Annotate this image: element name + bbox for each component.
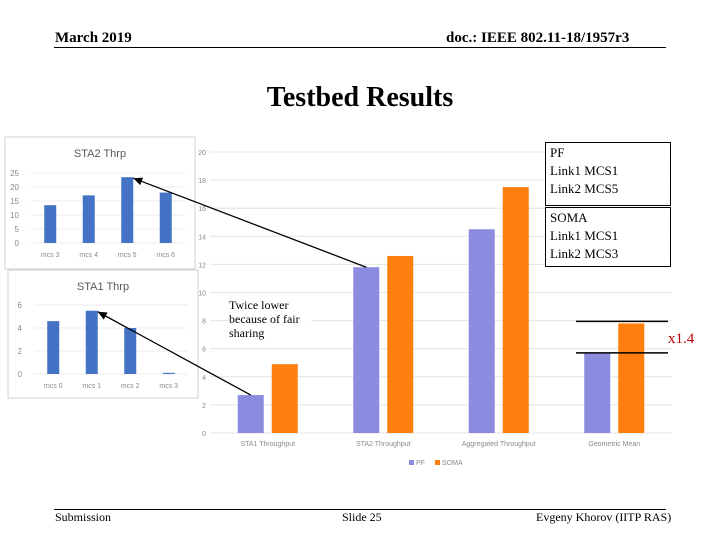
- thumb-bar-sta2: [159, 192, 172, 243]
- pf-line-2: Link1 MCS1: [550, 163, 619, 178]
- thumb-x-tick-sta1: mcs 0: [44, 383, 63, 390]
- thumb-x-tick-sta1: mcs 3: [159, 383, 178, 390]
- thumb-x-tick-sta2: mcs 4: [79, 252, 98, 259]
- header-doc-id: doc.: IEEE 802.11-18/1957r3: [446, 30, 630, 46]
- thumb-y-tick-sta1: 6: [18, 301, 23, 310]
- main-y-tick-label: 2: [202, 403, 206, 410]
- footer-slide-number: Slide 25: [342, 510, 382, 524]
- ratio-label: x1.4: [668, 331, 695, 347]
- thumb-bar-sta1: [162, 372, 175, 374]
- thumb-title-sta1: STA1 Thrp: [77, 281, 129, 293]
- arrow-sta2-shaft: [133, 177, 367, 268]
- thumb-x-tick-sta2: mcs 3: [41, 252, 60, 259]
- thumb-bar-sta2: [44, 205, 57, 243]
- soma-line-2: Link1 MCS1: [550, 228, 619, 243]
- main-y-tick-label: 20: [198, 150, 206, 157]
- thumb-bar-sta1: [85, 310, 98, 374]
- main-y-tick-label: 0: [202, 431, 206, 438]
- main-x-tick-label: STA1 Throughput: [240, 441, 295, 448]
- thumb-frame-sta1: [7, 269, 199, 399]
- thumb-y-tick-sta2: 15: [10, 197, 19, 206]
- main-y-tick-label: 16: [198, 206, 206, 213]
- thumb-x-tick-sta2: mcs 6: [156, 252, 175, 259]
- main-bar-pf: [237, 395, 264, 433]
- main-bar-soma: [387, 255, 414, 433]
- main-bar-pf: [584, 352, 611, 433]
- arrow-sta1-shaft: [97, 311, 252, 396]
- thumb-y-tick-sta1: 4: [18, 324, 23, 333]
- slide-title: Testbed Results: [266, 82, 454, 113]
- pf-config-box: PF Link1 MCS1 Link2 MCS5: [545, 142, 671, 206]
- thumb-bar-sta2: [121, 177, 134, 243]
- main-bar-soma: [618, 323, 645, 433]
- legend-label-soma: SOMA: [442, 460, 463, 467]
- main-y-tick-label: 6: [202, 347, 206, 354]
- main-bar-soma: [271, 364, 298, 433]
- soma-line-1: SOMA: [550, 210, 588, 225]
- footer-rule: [54, 509, 666, 510]
- thumb-y-tick-sta2: 20: [10, 183, 19, 192]
- main-x-tick-label: Aggregated Throughput: [462, 441, 536, 448]
- pf-line-1: PF: [550, 145, 565, 160]
- thumb-x-tick-sta1: mcs 1: [82, 383, 101, 390]
- main-y-tick-label: 4: [202, 375, 206, 382]
- thumb-bar-sta2: [82, 195, 95, 243]
- main-x-tick-label: Geometric Mean: [588, 441, 640, 448]
- legend-label-pf: PF: [416, 460, 425, 467]
- thumb-x-tick-sta2: mcs 5: [118, 252, 137, 259]
- soma-line-3: Link2 MCS3: [550, 246, 619, 261]
- footer-submission: Submission: [55, 510, 112, 524]
- header-rule: [54, 47, 666, 48]
- thumb-x-tick-sta1: mcs 2: [121, 383, 140, 390]
- main-y-tick-label: 14: [198, 234, 206, 241]
- thumb-y-tick-sta2: 10: [10, 211, 19, 220]
- main-x-tick-label: STA2 Throughput: [356, 441, 411, 448]
- thumb-y-tick-sta2: 0: [15, 239, 20, 248]
- thumb-y-tick-sta2: 25: [10, 169, 19, 178]
- main-y-tick-label: 18: [198, 178, 206, 185]
- arrow-sta2-head: [133, 177, 144, 186]
- twice-lower-note: Twice lower because of fair sharing: [229, 298, 311, 340]
- main-y-tick-label: 8: [202, 319, 206, 326]
- thumb-y-tick-sta2: 5: [15, 225, 20, 234]
- soma-config-box: SOMA Link1 MCS1 Link2 MCS3: [545, 207, 671, 267]
- footer-author: Evgeny Khorov (IITP RAS): [536, 510, 672, 524]
- thumb-y-tick-sta1: 0: [18, 370, 23, 379]
- thumb-y-tick-sta1: 2: [18, 347, 23, 356]
- main-bar-pf: [353, 267, 380, 433]
- main-y-tick-label: 10: [198, 291, 206, 298]
- header-date: March 2019: [55, 30, 132, 46]
- legend-swatch-pf: [409, 460, 414, 465]
- main-bar-soma: [502, 187, 529, 433]
- thumb-bar-sta1: [47, 321, 60, 374]
- legend-swatch-soma: [435, 460, 440, 465]
- thumb-bar-sta1: [124, 328, 137, 374]
- pf-line-3: Link2 MCS5: [550, 181, 619, 196]
- arrow-sta1-head: [97, 311, 108, 320]
- main-bar-pf: [468, 229, 495, 433]
- main-y-tick-label: 12: [198, 262, 206, 269]
- thumb-title-sta2: STA2 Thrp: [74, 148, 126, 160]
